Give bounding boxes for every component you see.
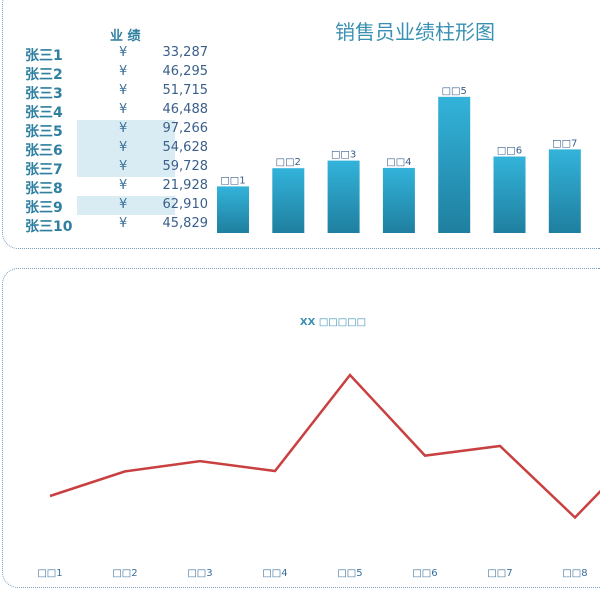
sales-value: 46,488	[162, 102, 209, 117]
bar	[327, 160, 360, 233]
currency-symbol: ¥	[119, 45, 128, 60]
name: 张三6	[25, 143, 63, 159]
x-tick-label: □□6	[412, 568, 437, 579]
bar-label: □□3	[331, 150, 356, 161]
bar	[382, 167, 415, 233]
highlight-row-9	[77, 196, 175, 215]
bar-label: □□5	[442, 86, 467, 97]
currency-symbol: ¥	[119, 140, 128, 155]
highlight-rows-5-7	[77, 120, 175, 177]
currency-symbol: ¥	[119, 83, 128, 98]
bar-label: □□7	[552, 138, 577, 149]
x-tick-label: □□2	[112, 568, 137, 579]
x-tick-label: □□1	[37, 568, 62, 579]
bar	[438, 96, 471, 233]
sales-value: 62,910	[162, 197, 209, 212]
bar	[272, 168, 305, 233]
currency-symbol: ¥	[119, 216, 128, 231]
currency-symbol: ¥	[119, 121, 128, 136]
sales-value: 45,829	[162, 216, 209, 231]
currency-symbol: ¥	[119, 178, 128, 193]
sales-value: 33,287	[162, 45, 209, 60]
sales-value: 21,928	[162, 178, 209, 193]
bar	[548, 149, 581, 233]
line-series	[49, 373, 600, 520]
currency-symbol: ¥	[119, 159, 128, 174]
name: 张三4	[25, 105, 63, 121]
bar-label: □□6	[497, 146, 522, 157]
x-tick-label: □□5	[337, 568, 362, 579]
bar	[217, 186, 249, 233]
table-header: 业 绩	[110, 29, 141, 44]
x-tick-label: □□4	[262, 568, 287, 579]
sales-value: 97,266	[162, 121, 209, 136]
currency-symbol: ¥	[119, 64, 128, 79]
bar-label: □□2	[276, 157, 301, 168]
name: 张三10	[25, 219, 73, 235]
sales-value: 51,715	[162, 83, 209, 98]
bar-chart-title: 销售员业绩柱形图	[335, 20, 495, 44]
line-chart-title: XX □□□□□	[300, 317, 366, 328]
currency-symbol: ¥	[119, 102, 128, 117]
name: 张三5	[25, 124, 63, 140]
x-tick-label: □□3	[187, 568, 212, 579]
name: 张三3	[25, 86, 63, 102]
name: 张三1	[25, 48, 63, 64]
currency-symbol: ¥	[119, 197, 128, 212]
sales-value: 59,728	[162, 159, 209, 174]
sales-value: 46,295	[162, 64, 209, 79]
sales-value: 54,628	[162, 140, 209, 155]
bar-label: □□4	[386, 157, 411, 168]
x-tick-label: □□7	[487, 568, 512, 579]
bar-label: □□1	[220, 175, 245, 186]
name: 张三9	[25, 200, 63, 216]
name: 张三2	[25, 67, 63, 83]
name: 张三7	[25, 162, 63, 178]
x-tick-label: □□8	[562, 568, 587, 579]
name: 张三8	[25, 181, 63, 197]
bar	[493, 156, 526, 233]
line-chart-panel	[2, 268, 600, 588]
